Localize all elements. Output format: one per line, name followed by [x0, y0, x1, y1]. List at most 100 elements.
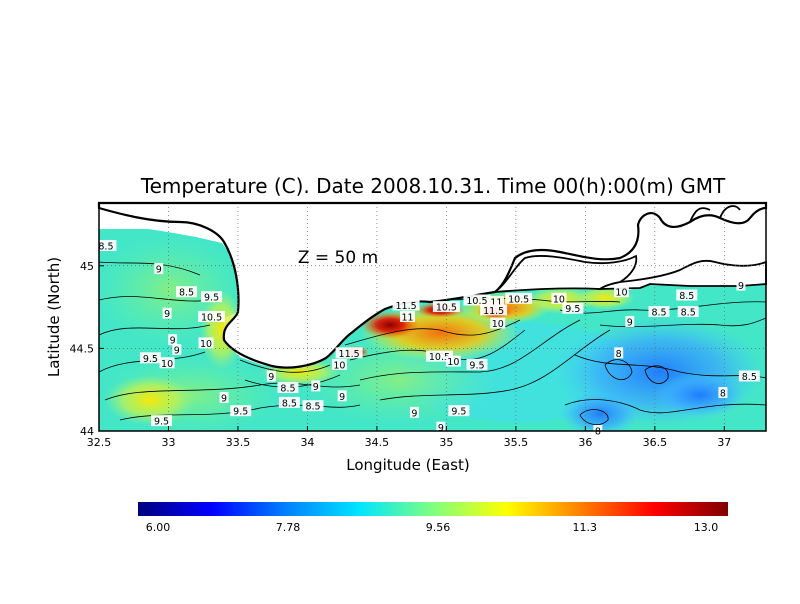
contour-label: 9.5 — [204, 293, 219, 304]
contour-label-bg — [445, 355, 461, 367]
y-axis: 44 44.5 45 — [70, 260, 104, 438]
contour-label-bg — [505, 292, 533, 304]
contour-label-bg — [201, 291, 223, 303]
contour-label-bg — [198, 337, 214, 349]
x-tick-label: 36 — [578, 436, 592, 449]
colorbar-tick-label: 13.0 — [694, 521, 719, 534]
contour-label-bg — [409, 406, 419, 418]
contour-label: 8 — [595, 427, 601, 438]
y-tick-label: 44 — [80, 425, 94, 438]
colorbar-tick-label: 11.3 — [572, 521, 597, 534]
contour-label: 10.5 — [201, 313, 222, 324]
contour-label-bg — [448, 405, 470, 417]
contour-label-bg — [331, 358, 347, 370]
contour-label-bg — [551, 292, 567, 304]
contour-label: 11.5 — [339, 349, 360, 360]
x-tick-label: 35 — [439, 436, 453, 449]
land — [97, 201, 768, 369]
contour-label: 9 — [313, 382, 319, 393]
contour-label-bg — [738, 370, 760, 382]
x-tick-label: 36.5 — [643, 436, 668, 449]
contour-label-bg — [399, 311, 415, 322]
contour-label: 10 — [492, 319, 504, 330]
contour-label: 9 — [438, 423, 444, 434]
contour-label: 10 — [333, 360, 345, 371]
contour-label-bg — [162, 307, 172, 319]
x-tick-label: 33.5 — [226, 436, 251, 449]
contour-label: 8 — [616, 349, 622, 360]
contour-label: 11 — [490, 298, 502, 309]
contour-label: 8.5 — [651, 308, 666, 319]
contour-label-bg — [337, 390, 347, 402]
contour-label-bg — [230, 405, 252, 417]
colorbar-gradient — [138, 502, 728, 516]
contour-label: 8.5 — [305, 402, 320, 413]
contour-label: 10 — [553, 294, 565, 305]
plot-frame — [98, 202, 767, 432]
contour-label: 11.5 — [483, 306, 504, 317]
contour-label-bg — [266, 370, 276, 382]
contour-label-bg — [139, 352, 161, 364]
contour-label: 9.5 — [143, 354, 158, 365]
contour-label: 9.5 — [154, 417, 169, 428]
x-tick-label: 34.5 — [365, 436, 390, 449]
contour-label: 9 — [627, 317, 633, 328]
contour-label: 8 — [720, 389, 726, 400]
contour-label-bg — [718, 387, 728, 398]
contour-label-bg — [466, 358, 488, 370]
contour-label-bg — [277, 382, 299, 394]
contour-label: 10 — [161, 359, 173, 370]
contour-label-bg — [219, 391, 229, 403]
x-tick-label: 32.5 — [87, 436, 112, 449]
contour-label-bg — [154, 263, 164, 275]
contour-label-bg — [151, 415, 173, 427]
contour-label-bg — [425, 350, 453, 362]
contour-label-bg — [463, 294, 491, 306]
contour-label: 8.5 — [679, 291, 694, 302]
contour-label: 9 — [174, 346, 180, 357]
contour-label: 9 — [738, 281, 744, 292]
colorbar-tick-label: 9.56 — [426, 521, 451, 534]
cool-region-southeast — [655, 373, 745, 417]
contour-label: 8.5 — [98, 241, 113, 252]
contour-lines — [99, 261, 766, 425]
colorbar: 6.00 7.78 9.56 11.3 13.0 — [138, 502, 728, 534]
contour-label-bg — [614, 347, 624, 359]
colorbar-tick-label: 6.00 — [146, 521, 171, 534]
contour-label: 9.5 — [451, 407, 466, 418]
contour-label-bg — [432, 301, 460, 313]
contour-label-bg — [677, 306, 699, 318]
chart-title: Temperature (C). Date 2008.10.31. Time 0… — [140, 174, 726, 198]
contour-label-bg — [278, 396, 300, 408]
warm-patch-sw — [105, 375, 195, 425]
contour-label-bg — [625, 315, 635, 327]
x-tick-label: 37 — [717, 436, 731, 449]
contour-label: 10 — [200, 339, 212, 350]
contour-label-bg — [198, 311, 226, 322]
contour-label-bg — [648, 306, 670, 318]
contour-label-bg — [168, 334, 178, 346]
cool-region-south — [560, 392, 640, 431]
contour-label-bg — [613, 286, 629, 298]
contour-label: 9 — [268, 372, 274, 383]
contour-label: 10 — [447, 357, 459, 368]
contour-label: 10.5 — [436, 303, 457, 314]
crimea-coast — [97, 201, 768, 369]
y-tick-label: 44.5 — [70, 342, 95, 355]
contour-label-bg — [736, 279, 746, 291]
contour-label-bg — [302, 400, 324, 412]
contour-label-bg — [176, 286, 198, 298]
contour-label: 8.5 — [282, 398, 297, 409]
contour-label: 9 — [339, 392, 345, 403]
contour-label: 8.5 — [179, 288, 194, 299]
contour-label-bg — [159, 357, 175, 369]
contour-label: 10.5 — [466, 296, 487, 307]
contour-label-bg — [436, 421, 446, 433]
contour-label: 9 — [221, 393, 227, 404]
contour-label-bg — [490, 317, 506, 329]
contour-label-bg — [311, 380, 321, 392]
y-axis-label: Latitude (North) — [45, 257, 63, 377]
